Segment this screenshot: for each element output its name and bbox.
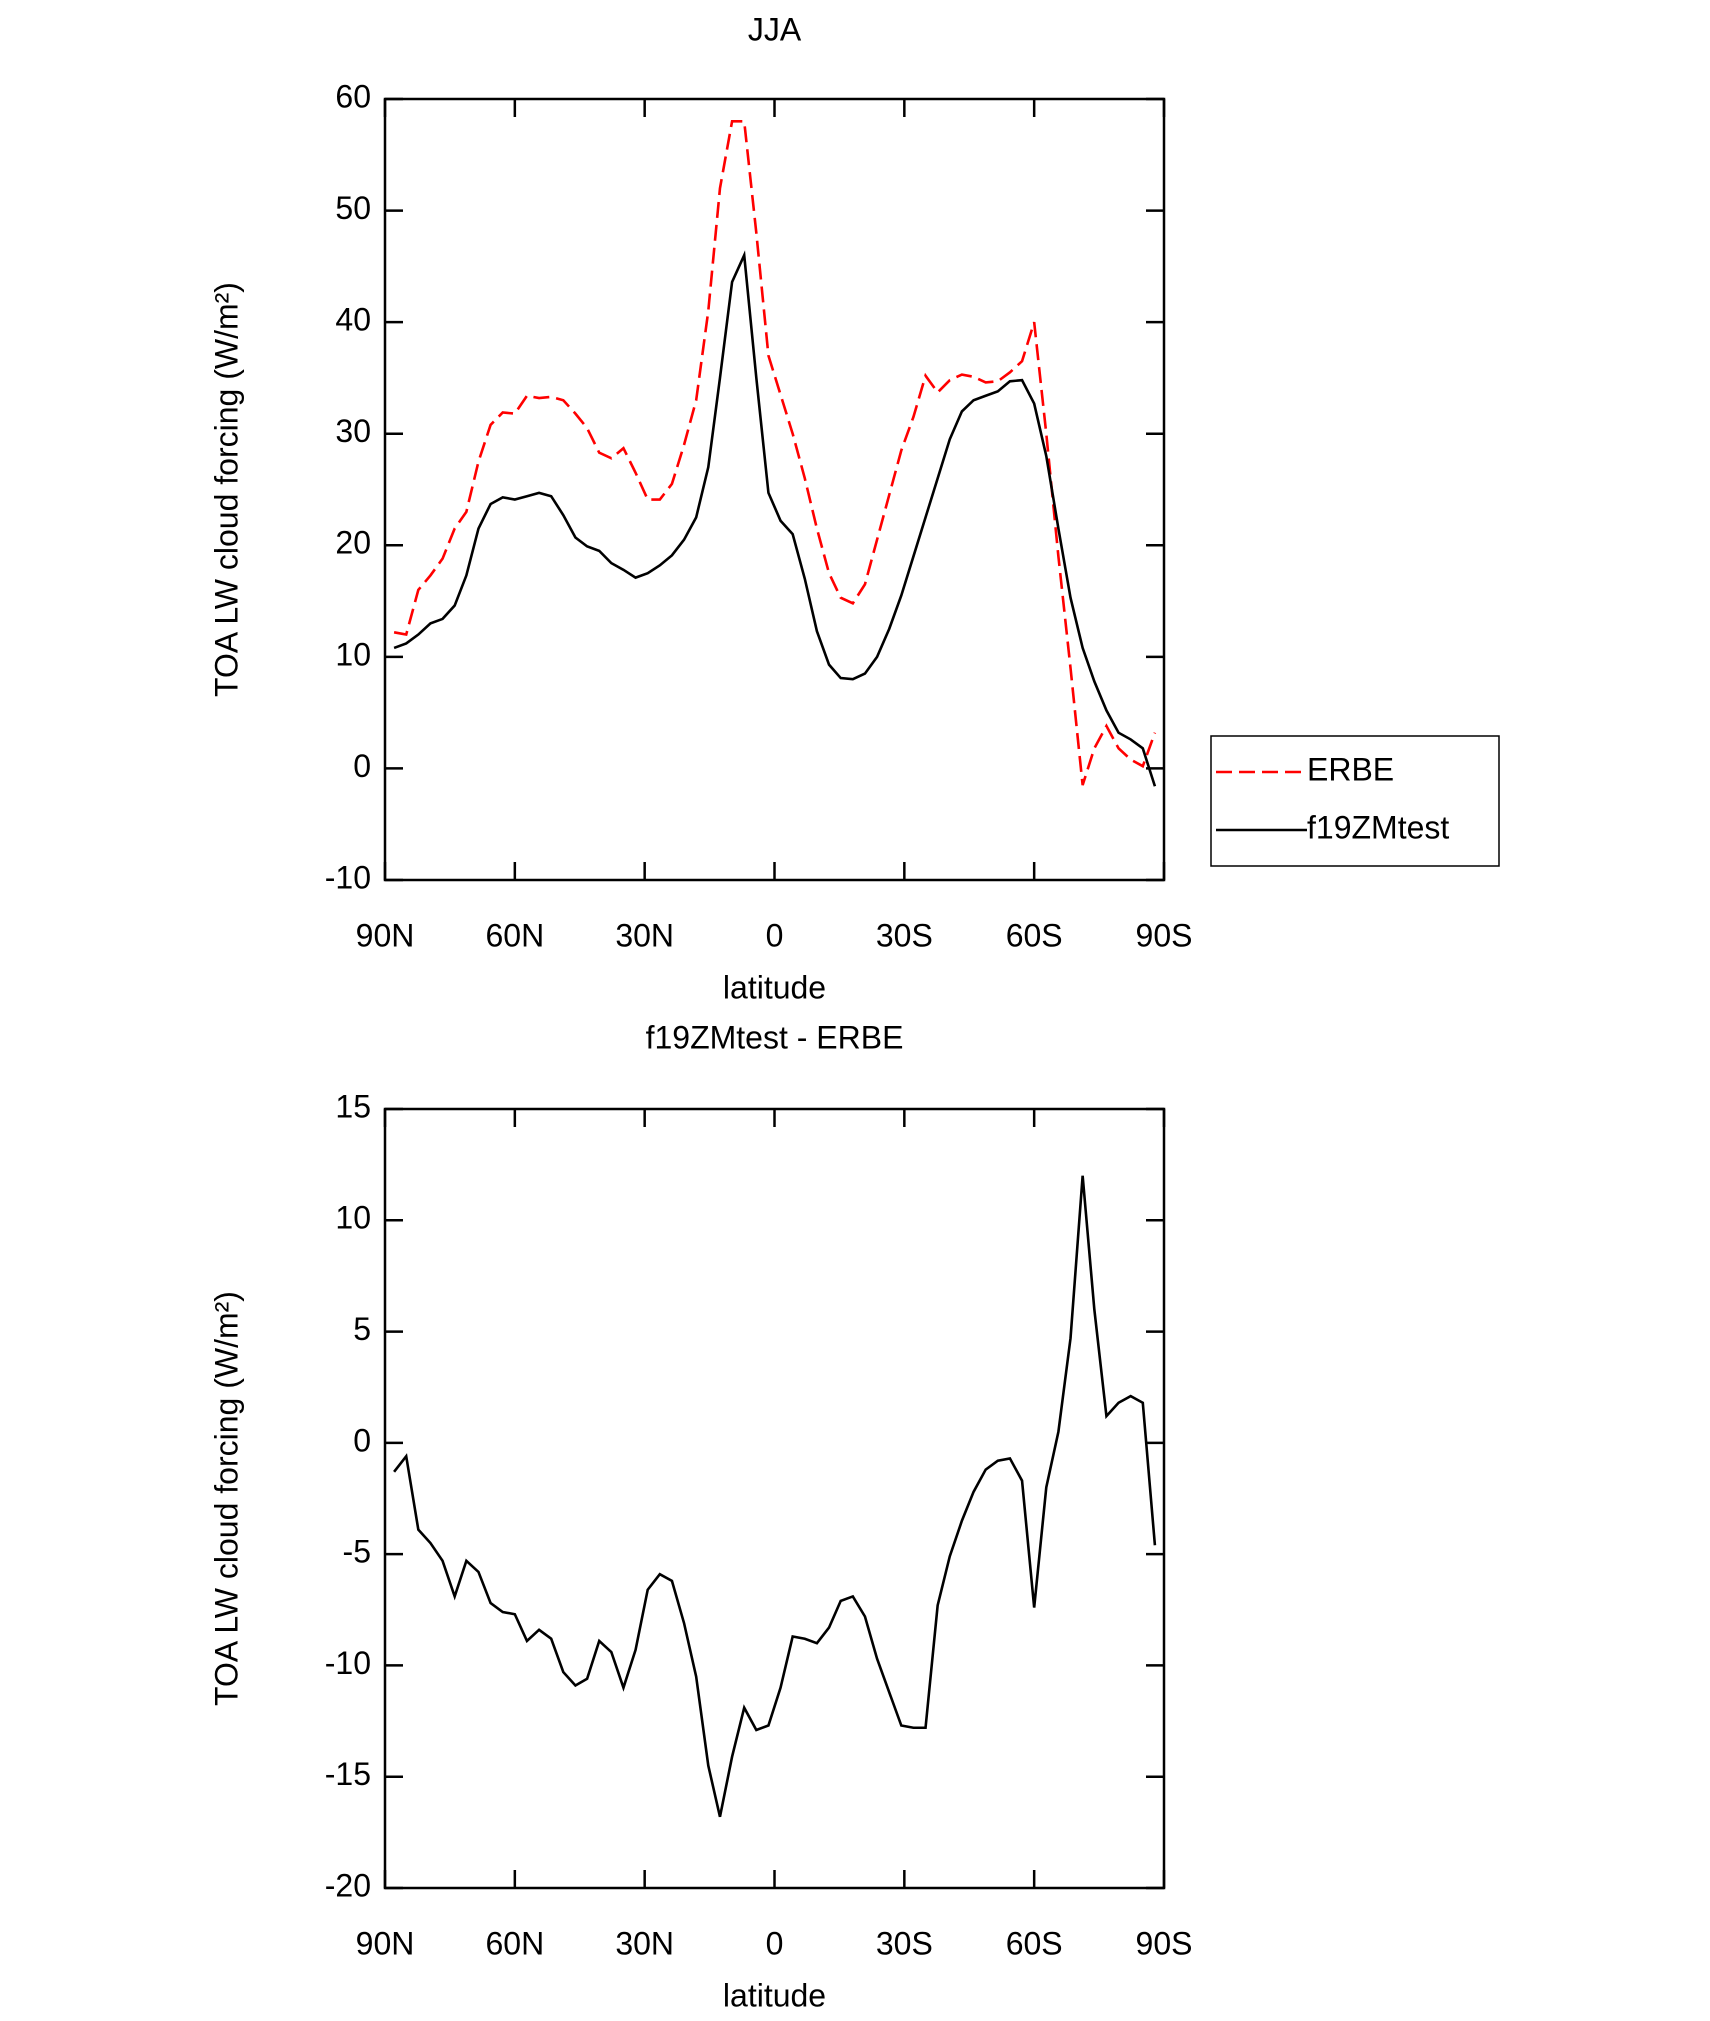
chart-title: JJA bbox=[748, 11, 802, 47]
x-tick-label: 30S bbox=[876, 1925, 933, 1961]
y-tick-label: 60 bbox=[335, 78, 371, 114]
legend-label: f19ZMtest bbox=[1307, 809, 1449, 845]
y-tick-label: -15 bbox=[325, 1756, 371, 1792]
data-line bbox=[393, 250, 1157, 787]
y-axis-label: TOA LW cloud forcing (W/m²) bbox=[208, 1291, 244, 1706]
x-axis-label: latitude bbox=[723, 1977, 826, 2013]
y-tick-label: -10 bbox=[325, 1645, 371, 1681]
x-tick-label: 90N bbox=[356, 1925, 415, 1961]
x-tick-label: 90S bbox=[1136, 1925, 1193, 1961]
x-tick-label: 0 bbox=[766, 1925, 784, 1961]
plot-frame bbox=[383, 1107, 1166, 1890]
x-tick-label: 30S bbox=[876, 917, 933, 953]
y-tick-label: 15 bbox=[335, 1088, 371, 1124]
y-tick-label: 50 bbox=[335, 190, 371, 226]
y-axis-label: TOA LW cloud forcing (W/m²) bbox=[208, 282, 244, 697]
legend-label: ERBE bbox=[1307, 751, 1394, 787]
x-tick-label: 30N bbox=[615, 1925, 674, 1961]
y-tick-label: -5 bbox=[343, 1534, 371, 1570]
data-line bbox=[393, 1175, 1157, 1818]
y-tick-label: 20 bbox=[335, 525, 371, 561]
x-tick-label: 60S bbox=[1006, 917, 1063, 953]
plot-frame bbox=[383, 97, 1166, 882]
data-line bbox=[393, 120, 1157, 786]
y-tick-label: 10 bbox=[335, 636, 371, 672]
x-tick-label: 30N bbox=[615, 917, 674, 953]
x-tick-label: 60S bbox=[1006, 1925, 1063, 1961]
chart-title: f19ZMtest - ERBE bbox=[646, 1019, 904, 1055]
y-tick-label: 10 bbox=[335, 1200, 371, 1236]
x-tick-label: 60N bbox=[485, 1925, 544, 1961]
y-tick-label: 40 bbox=[335, 302, 371, 338]
y-tick-label: 5 bbox=[353, 1311, 371, 1347]
y-tick-label: -10 bbox=[325, 859, 371, 895]
x-tick-label: 90S bbox=[1136, 917, 1193, 953]
x-tick-label: 0 bbox=[766, 917, 784, 953]
legend-box bbox=[1210, 735, 1500, 867]
x-axis-label: latitude bbox=[723, 969, 826, 1005]
x-tick-label: 90N bbox=[356, 917, 415, 953]
y-tick-label: 0 bbox=[353, 1422, 371, 1458]
y-tick-label: -20 bbox=[325, 1867, 371, 1903]
y-tick-label: 30 bbox=[335, 413, 371, 449]
x-tick-label: 60N bbox=[485, 917, 544, 953]
y-tick-label: 0 bbox=[353, 748, 371, 784]
